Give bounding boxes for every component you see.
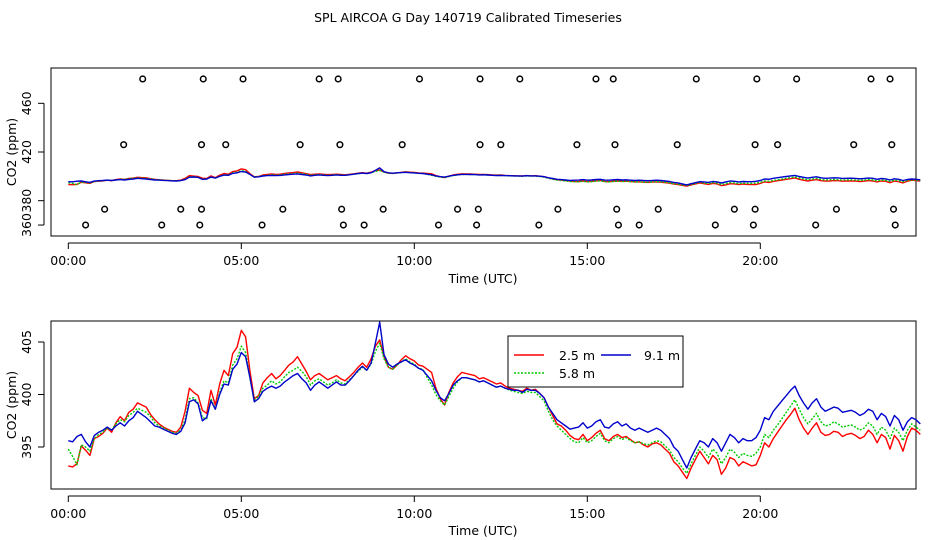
calibration-point xyxy=(415,75,424,83)
calibration-point xyxy=(476,141,484,149)
panel-1-ylabel: CO2 (ppm) xyxy=(4,118,19,186)
y-tick-label: 360 xyxy=(19,213,34,237)
calibration-point xyxy=(454,205,462,213)
calibration-point xyxy=(339,221,347,229)
calibration-point xyxy=(889,205,898,213)
calibration-point xyxy=(749,221,757,229)
x-tick-label: 20:00 xyxy=(742,506,778,521)
calibration-point xyxy=(497,141,505,149)
calibration-point xyxy=(850,141,858,149)
calibration-point xyxy=(338,205,346,213)
series-line-5-8-m xyxy=(67,342,921,474)
y-tick-label: 460 xyxy=(19,91,34,115)
calibration-point xyxy=(379,205,387,213)
x-tick-label: 15:00 xyxy=(569,506,605,521)
calibration-point xyxy=(177,205,185,213)
calibration-point xyxy=(635,221,643,229)
calibration-point xyxy=(222,141,230,149)
chart-title: SPL AIRCOA G Day 140719 Calibrated Times… xyxy=(314,10,622,25)
x-tick-label: 00:00 xyxy=(50,253,86,268)
calibration-point xyxy=(516,75,524,83)
calibration-point xyxy=(891,221,899,229)
calibration-point xyxy=(573,141,581,149)
calibration-point xyxy=(611,141,619,149)
calibration-point xyxy=(315,75,323,83)
x-tick-label: 10:00 xyxy=(396,506,432,521)
calibration-point xyxy=(158,221,166,229)
legend-box xyxy=(507,335,684,388)
y-tick-label: 395 xyxy=(19,435,34,459)
y-tick-label: 420 xyxy=(19,140,34,164)
panel-1-frame xyxy=(50,67,917,237)
calibration-point xyxy=(692,75,700,83)
x-tick-label: 10:00 xyxy=(396,253,432,268)
panel-2-ylabel: CO2 (ppm) xyxy=(4,371,19,439)
calibration-point xyxy=(398,141,406,149)
calibration-point xyxy=(197,205,206,213)
calibration-point xyxy=(673,141,681,149)
x-tick-label: 15:00 xyxy=(569,253,605,268)
y-tick-label: 405 xyxy=(19,330,34,354)
calibration-point xyxy=(258,221,266,229)
x-tick-label: 20:00 xyxy=(742,253,778,268)
calibration-point xyxy=(832,205,840,213)
calibration-point xyxy=(336,141,344,149)
calibration-point xyxy=(812,221,820,229)
legend-label-2-5m: 2.5 m xyxy=(559,348,595,363)
calibration-point xyxy=(535,221,543,229)
legend-label-5-8m: 5.8 m xyxy=(559,366,595,381)
calibration-point xyxy=(197,141,206,149)
calibration-point xyxy=(867,75,875,83)
calibration-point xyxy=(434,221,443,229)
calibration-point xyxy=(751,205,759,213)
calibration-point xyxy=(793,75,801,83)
y-tick-label: 400 xyxy=(19,383,34,407)
calibration-point xyxy=(654,205,662,213)
x-tick-label: 00:00 xyxy=(50,506,86,521)
calibration-point xyxy=(239,75,247,83)
calibration-point xyxy=(473,221,481,229)
calibration-point xyxy=(101,205,109,213)
legend: 2.5 m 9.1 m 5.8 m xyxy=(507,335,684,388)
calibration-point xyxy=(613,205,621,213)
panel-1-xlabel: Time (UTC) xyxy=(447,271,517,286)
calibration-point xyxy=(888,141,896,149)
x-tick-label: 05:00 xyxy=(223,506,259,521)
calibration-point xyxy=(360,221,368,229)
calibration-point xyxy=(609,75,617,83)
calibration-point xyxy=(474,205,482,213)
calibration-point xyxy=(476,75,484,83)
legend-label-9-1m: 9.1 m xyxy=(644,348,680,363)
calibration-point xyxy=(730,205,738,213)
calibration-point xyxy=(751,141,759,149)
calibration-point xyxy=(886,75,894,83)
calibration-point xyxy=(139,75,147,83)
panel-2-frame xyxy=(50,320,917,490)
x-tick-label: 05:00 xyxy=(223,253,259,268)
calibration-point xyxy=(711,221,719,229)
calibration-point xyxy=(592,75,600,83)
calibration-point xyxy=(82,221,90,229)
series-line-2-5-m xyxy=(68,329,921,480)
calibration-point xyxy=(120,141,128,149)
calibration-point xyxy=(334,75,342,83)
calibration-point xyxy=(554,205,562,213)
series-line-9-1-m xyxy=(68,167,921,186)
calibration-point xyxy=(753,75,761,83)
series-line-5-8-m xyxy=(68,169,921,187)
calibration-point xyxy=(199,75,207,83)
calibration-point xyxy=(296,141,304,149)
panel-2-timeseries: 00:00 05:00 10:00 15:00 20:00 395 400 405 Time… xyxy=(4,320,921,538)
calibration-point xyxy=(279,205,287,213)
calibration-point xyxy=(774,141,782,149)
y-tick-label: 380 xyxy=(19,189,34,213)
panel-2-xlabel: Time (UTC) xyxy=(447,523,517,538)
series-line-9-1-m xyxy=(68,321,921,469)
calibration-point xyxy=(614,221,622,229)
calibration-point xyxy=(196,221,204,229)
